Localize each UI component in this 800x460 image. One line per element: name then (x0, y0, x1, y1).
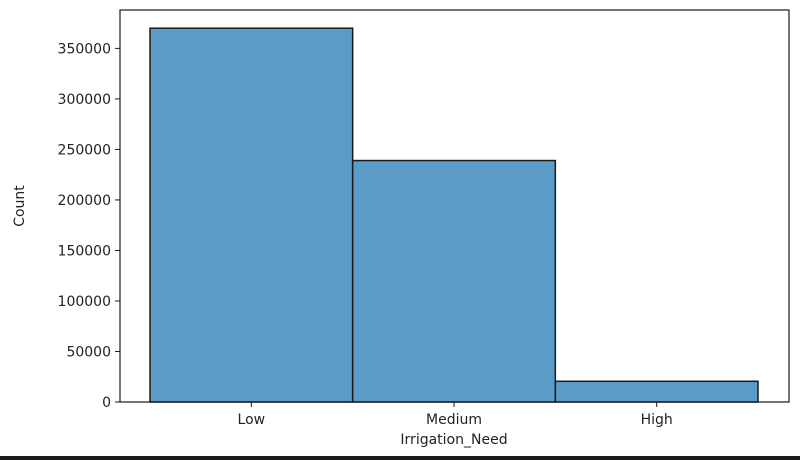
y-tick-label: 300000 (58, 92, 111, 108)
y-axis-ticks: 0 50000 100000 150000 200000 250000 300000 3500… (58, 41, 120, 411)
y-tick-label: 150000 (58, 243, 111, 259)
x-axis-ticks: Low Medium High (238, 402, 673, 428)
bottom-rule (0, 456, 800, 460)
plot-frame (119, 9, 790, 403)
y-tick-label: 100000 (58, 294, 111, 310)
x-tick-label: High (641, 412, 673, 428)
bar-high (554, 380, 759, 403)
y-tick-label: 350000 (58, 41, 111, 57)
x-axis-label: Irrigation_Need (400, 432, 507, 448)
bar-medium (351, 159, 557, 403)
y-tick-label: 200000 (58, 193, 111, 209)
y-tick-label: 50000 (66, 344, 111, 360)
y-tick-label: 0 (102, 395, 111, 411)
x-tick-label: Medium (426, 412, 482, 428)
y-axis-label: Count (12, 185, 28, 227)
bars-group (149, 27, 759, 403)
y-tick-label: 250000 (58, 142, 111, 158)
bar-low (149, 27, 354, 403)
x-tick-label: Low (238, 412, 266, 428)
